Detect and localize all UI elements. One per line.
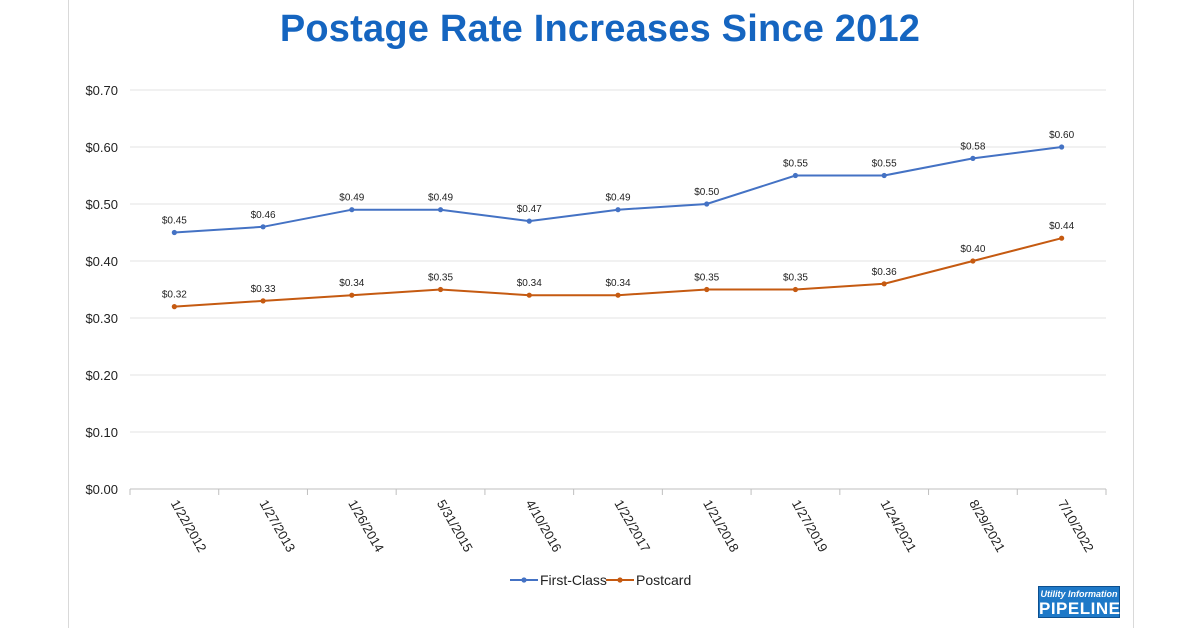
data-point (704, 286, 710, 293)
data-point (970, 155, 976, 161)
x-tick-label: 8/29/2021 (966, 497, 1008, 555)
data-label: $0.34 (517, 278, 542, 289)
data-label: $0.49 (605, 193, 630, 204)
legend-label: Postcard (636, 572, 691, 588)
data-label: $0.35 (783, 273, 808, 284)
logo-line-2: PIPELINE (1039, 599, 1121, 618)
data-label: $0.34 (605, 278, 630, 289)
y-tick-label: $0.20 (85, 368, 118, 383)
data-label: $0.35 (694, 273, 719, 284)
legend-marker (617, 577, 623, 583)
data-point (1059, 235, 1065, 241)
data-label: $0.46 (251, 210, 276, 221)
y-tick-label: $0.10 (85, 425, 118, 440)
data-point (526, 292, 532, 298)
data-label: $0.33 (251, 284, 276, 295)
data-label: $0.35 (428, 273, 453, 284)
chart-title: Postage Rate Increases Since 2012 (279, 8, 921, 50)
x-tick-label: 5/31/2015 (434, 497, 476, 555)
y-tick-label: $0.30 (85, 311, 118, 326)
data-point (171, 229, 177, 236)
x-tick-label: 1/27/2019 (789, 497, 831, 555)
y-tick-label: $0.40 (85, 254, 118, 269)
data-label: $0.45 (162, 216, 187, 227)
data-label: $0.50 (694, 187, 719, 198)
y-tick-label: $0.70 (85, 83, 118, 98)
x-tick-label: 7/10/2022 (1055, 497, 1097, 555)
x-tick-label: 4/10/2016 (523, 497, 565, 555)
x-tick-label: 1/22/2012 (168, 497, 210, 555)
data-point (260, 298, 266, 304)
data-point (970, 258, 976, 264)
x-tick-label: 1/21/2018 (700, 497, 742, 555)
data-label: $0.55 (872, 159, 897, 170)
data-point (437, 286, 444, 293)
data-point (526, 218, 532, 224)
series-line-first-class (174, 146, 1062, 234)
data-label: $0.58 (960, 141, 985, 152)
data-label: $0.49 (339, 193, 364, 204)
data-point (349, 207, 355, 213)
data-point (704, 201, 710, 207)
data-label: $0.34 (339, 278, 364, 289)
y-tick-label: $0.50 (85, 197, 118, 212)
data-point (171, 304, 177, 310)
data-point (615, 207, 621, 213)
legend-label: First-Class (540, 572, 607, 588)
data-point (1059, 144, 1065, 150)
data-label: $0.36 (872, 267, 897, 278)
data-label: $0.47 (517, 204, 542, 215)
data-label: $0.60 (1049, 130, 1074, 141)
y-tick-label: $0.00 (85, 482, 118, 497)
x-tick-label: 1/22/2017 (611, 497, 653, 555)
x-tick-label: 1/24/2021 (878, 497, 920, 555)
logo-line-1: Utility Information (1040, 589, 1118, 599)
chart-card (68, 0, 1134, 628)
data-point (792, 172, 799, 179)
data-label: $0.44 (1049, 221, 1074, 232)
brand-logo: Utility Information PIPELINE (1038, 586, 1120, 618)
data-point (792, 286, 799, 293)
data-point (881, 281, 887, 287)
data-label: $0.49 (428, 193, 453, 204)
data-point (437, 207, 444, 213)
data-point (349, 292, 355, 298)
legend-marker (521, 577, 527, 583)
data-point (260, 224, 266, 230)
data-point (615, 292, 621, 298)
y-tick-label: $0.60 (85, 140, 118, 155)
x-tick-label: 1/26/2014 (345, 497, 387, 555)
data-label: $0.40 (960, 244, 985, 255)
data-point (881, 172, 887, 179)
data-label: $0.32 (162, 290, 187, 301)
data-label: $0.55 (783, 159, 808, 170)
x-tick-label: 1/27/2013 (256, 497, 298, 555)
